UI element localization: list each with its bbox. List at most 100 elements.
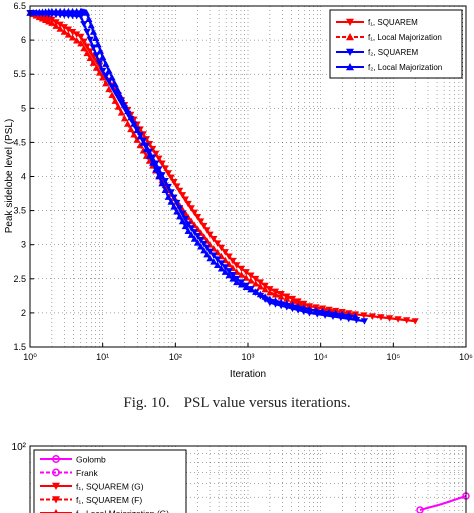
data-point [221,249,229,256]
data-point [89,59,97,66]
legend-marker [346,48,354,56]
data-point [360,312,368,319]
data-point [277,293,285,300]
data-point [247,272,255,279]
data-point [89,28,98,35]
data-point [167,198,175,205]
data-point [95,60,104,67]
data-point [181,196,189,203]
data-point [214,240,222,247]
data-point [124,120,132,127]
data-point [77,33,85,41]
data-point [56,21,64,29]
data-point [256,290,265,298]
data-point [206,254,214,262]
data-point [145,152,154,159]
data-point [210,258,218,265]
data-point [87,21,95,29]
data-point [158,172,166,179]
data-point [80,21,88,28]
data-point [197,236,205,244]
caption-text: PSL value versus iterations. [183,395,351,411]
y-tick-label: 2.5 [13,274,26,284]
data-point [173,199,181,207]
data-point [242,269,250,276]
golomb-line [419,495,467,511]
data-point [111,97,119,104]
data-point [394,316,402,323]
data-point [242,283,250,290]
data-point [85,15,93,23]
data-point [190,235,198,242]
data-point [305,305,314,313]
data-point [117,109,126,116]
data-point [200,222,208,230]
data-point [64,31,72,38]
second-chart: 10² Golomb Frank f₁, SQUAREM (G) f₁, SQUARE… [12,442,470,513]
x-tick-label: 10⁵ [386,352,400,362]
data-point [252,280,260,287]
legend-entry: f₂, SQUAREM [368,48,419,57]
data-point [73,31,81,38]
data-point [92,64,101,71]
data-point [124,107,132,115]
data-point [164,183,172,191]
figure-caption: Fig. 10. PSL value versus iterations. [0,395,474,412]
data-point [266,288,274,296]
data-point [351,312,359,320]
legend: f₁, SQUAREM f₁, Local Majorization f₂, SQU… [329,9,463,79]
data-point [283,300,291,307]
data-point [170,203,178,210]
data-point [338,310,346,318]
data-point [332,309,340,317]
data-point [178,210,187,218]
caption-number: Fig. 10. [123,395,170,411]
data-point [68,28,77,36]
data-point [108,74,116,81]
data-point [133,126,141,134]
data-point [52,22,60,29]
legend-marker [53,509,59,513]
data-point [48,19,56,26]
data-point [271,297,280,304]
data-point [142,145,151,153]
data-point [82,9,91,16]
data-point [139,139,147,146]
data-point [203,250,211,258]
data-point [261,293,269,300]
data-point [149,159,157,166]
data-point [385,315,394,322]
legend-entry: f₁, Local Majorization (G) [76,509,169,513]
data-point [176,205,184,212]
data-point [111,80,119,88]
data-point [318,307,327,315]
data-point [368,313,377,320]
data-point [152,166,160,173]
data-point [127,125,135,133]
x-tick-label: 10⁴ [314,352,328,362]
data-point [83,43,91,51]
data-point [300,304,308,311]
data-point [377,314,385,321]
legend-marker [52,482,60,490]
data-point [360,318,369,325]
series-line [29,11,356,317]
data-point [252,288,260,295]
data-point [155,166,163,173]
data-point [60,28,68,35]
data-point [96,47,104,54]
data-point [237,281,246,288]
data-point [133,136,141,143]
data-point [64,26,72,33]
y-tick-label: 6 [21,35,26,45]
data-point [294,302,302,310]
data-point [221,264,229,271]
series-4 [26,7,359,320]
data-point [288,297,297,304]
data-point [152,150,160,158]
data-point [89,44,97,52]
data-point [178,217,187,225]
data-point [283,295,291,302]
y-tick-label: 10² [12,442,27,453]
series-line [29,10,356,318]
